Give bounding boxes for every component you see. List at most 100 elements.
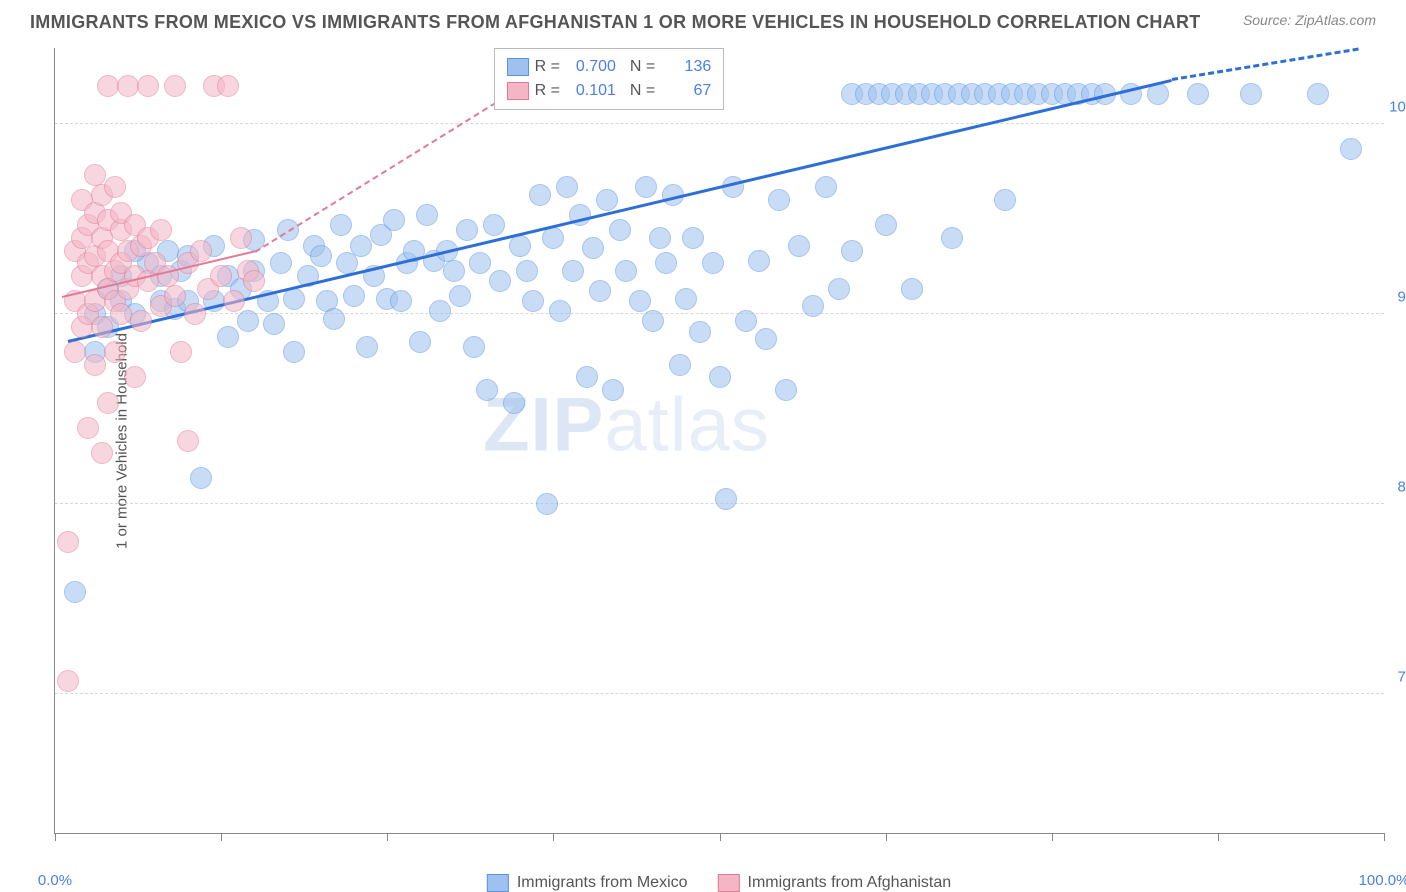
data-point: [343, 285, 365, 307]
data-point: [110, 303, 132, 325]
legend-swatch: [507, 58, 529, 76]
data-point: [815, 176, 837, 198]
plot-area: ZIPatlas 77.5%85.0%92.5%100.0%0.0%100.0%…: [54, 48, 1384, 834]
data-point: [802, 295, 824, 317]
data-point: [429, 300, 451, 322]
data-point: [994, 189, 1016, 211]
data-point: [217, 75, 239, 97]
data-point: [164, 75, 186, 97]
x-tick: [55, 833, 56, 841]
data-point: [536, 493, 558, 515]
data-point: [582, 237, 604, 259]
data-point: [210, 265, 232, 287]
chart-title: IMMIGRANTS FROM MEXICO VS IMMIGRANTS FRO…: [30, 12, 1201, 33]
data-point: [190, 467, 212, 489]
data-point: [522, 290, 544, 312]
data-point: [602, 379, 624, 401]
legend-label: Immigrants from Mexico: [517, 874, 688, 892]
trend-line-extension: [1172, 48, 1359, 81]
data-point: [409, 331, 431, 353]
correlation-legend-row: R = 0.101 N = 67: [507, 79, 712, 103]
data-point: [562, 260, 584, 282]
data-point: [390, 290, 412, 312]
data-point: [702, 252, 724, 274]
data-point: [768, 189, 790, 211]
legend-r-label: R =: [535, 82, 560, 100]
data-point: [137, 75, 159, 97]
data-point: [57, 670, 79, 692]
data-point: [456, 219, 478, 241]
data-point: [64, 581, 86, 603]
watermark: ZIPatlas: [483, 381, 770, 468]
data-point: [263, 313, 285, 335]
data-point: [529, 184, 551, 206]
data-point: [476, 379, 498, 401]
data-point: [64, 341, 86, 363]
data-point: [184, 303, 206, 325]
legend-n-label: N =: [630, 58, 655, 76]
y-tick-label: 100.0%: [1389, 98, 1406, 115]
x-tick: [1384, 833, 1385, 841]
data-point: [1240, 83, 1262, 105]
y-tick-label: 92.5%: [1397, 288, 1406, 305]
data-point: [350, 235, 372, 257]
data-point: [755, 328, 777, 350]
x-tick-label: 100.0%: [1359, 872, 1406, 889]
data-point: [84, 164, 106, 186]
data-point: [223, 290, 245, 312]
data-point: [615, 260, 637, 282]
legend-swatch: [507, 82, 529, 100]
legend-n-value: 67: [661, 82, 711, 100]
data-point: [675, 288, 697, 310]
data-point: [449, 285, 471, 307]
data-point: [629, 290, 651, 312]
data-point: [323, 308, 345, 330]
data-point: [310, 245, 332, 267]
data-point: [841, 240, 863, 262]
data-point: [775, 379, 797, 401]
legend-swatch: [718, 874, 740, 892]
legend-item: Immigrants from Mexico: [487, 874, 688, 892]
data-point: [190, 240, 212, 262]
data-point: [416, 204, 438, 226]
x-tick: [720, 833, 721, 841]
x-tick: [553, 833, 554, 841]
correlation-legend: R = 0.700 N = 136 R = 0.101 N = 67: [494, 48, 725, 110]
data-point: [130, 310, 152, 332]
data-point: [609, 219, 631, 241]
data-point: [682, 227, 704, 249]
data-point: [97, 75, 119, 97]
x-tick: [387, 833, 388, 841]
x-tick: [1218, 833, 1219, 841]
data-point: [748, 250, 770, 272]
legend-item: Immigrants from Afghanistan: [718, 874, 952, 892]
data-point: [542, 227, 564, 249]
data-point: [489, 270, 511, 292]
data-point: [237, 310, 259, 332]
data-point: [715, 488, 737, 510]
watermark-atlas: atlas: [604, 382, 770, 467]
data-point: [549, 300, 571, 322]
data-point: [243, 270, 265, 292]
data-point: [77, 417, 99, 439]
data-point: [84, 354, 106, 376]
legend-r-value: 0.700: [566, 58, 616, 76]
legend-n-value: 136: [661, 58, 711, 76]
legend-n-label: N =: [630, 82, 655, 100]
data-point: [383, 209, 405, 231]
data-point: [170, 341, 192, 363]
data-point: [117, 75, 139, 97]
data-point: [177, 430, 199, 452]
data-point: [875, 214, 897, 236]
data-point: [516, 260, 538, 282]
data-point: [330, 214, 352, 236]
data-point: [1340, 138, 1362, 160]
gridline-horizontal: [55, 123, 1384, 124]
data-point: [589, 280, 611, 302]
data-point: [104, 341, 126, 363]
data-point: [596, 189, 618, 211]
data-point: [735, 310, 757, 332]
data-point: [91, 316, 113, 338]
legend-r-value: 0.101: [566, 82, 616, 100]
data-point: [689, 321, 711, 343]
